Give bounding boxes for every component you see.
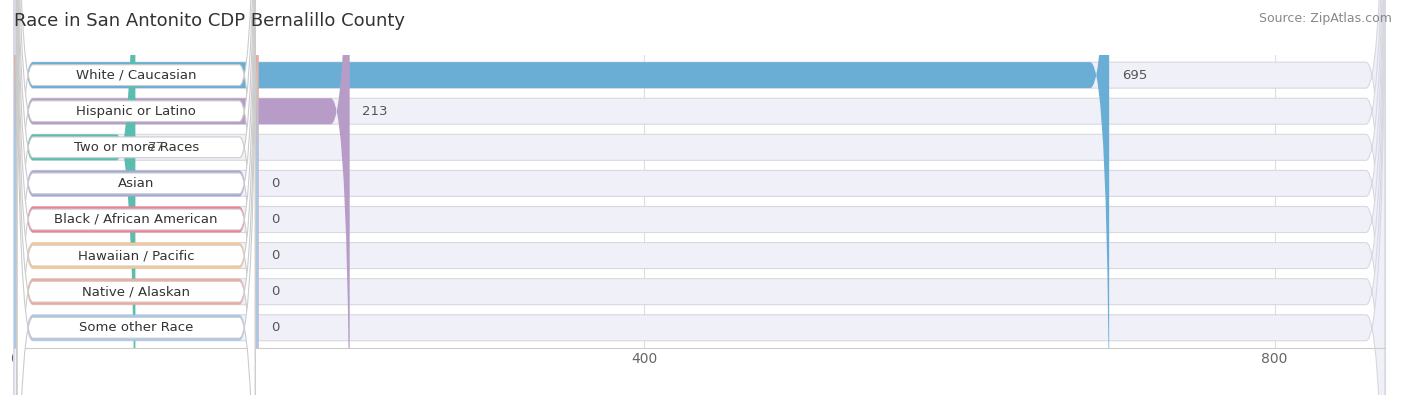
Text: Some other Race: Some other Race	[79, 321, 194, 334]
FancyBboxPatch shape	[14, 0, 1385, 395]
Text: 0: 0	[271, 321, 280, 334]
Text: 0: 0	[271, 213, 280, 226]
Text: Race in San Antonito CDP Bernalillo County: Race in San Antonito CDP Bernalillo Coun…	[14, 12, 405, 30]
FancyBboxPatch shape	[17, 0, 254, 395]
FancyBboxPatch shape	[14, 0, 1385, 395]
FancyBboxPatch shape	[14, 0, 1385, 395]
FancyBboxPatch shape	[14, 0, 1385, 395]
Text: Source: ZipAtlas.com: Source: ZipAtlas.com	[1258, 12, 1392, 25]
Text: Two or more Races: Two or more Races	[73, 141, 198, 154]
Text: 213: 213	[363, 105, 388, 118]
Text: Asian: Asian	[118, 177, 155, 190]
FancyBboxPatch shape	[14, 0, 259, 395]
FancyBboxPatch shape	[14, 0, 1385, 395]
Text: White / Caucasian: White / Caucasian	[76, 69, 197, 82]
FancyBboxPatch shape	[14, 0, 350, 395]
FancyBboxPatch shape	[14, 0, 259, 395]
FancyBboxPatch shape	[14, 0, 259, 395]
Text: 695: 695	[1122, 69, 1147, 82]
FancyBboxPatch shape	[14, 0, 259, 395]
FancyBboxPatch shape	[17, 0, 254, 395]
Text: Hawaiian / Pacific: Hawaiian / Pacific	[77, 249, 194, 262]
FancyBboxPatch shape	[14, 0, 259, 395]
FancyBboxPatch shape	[17, 0, 254, 395]
FancyBboxPatch shape	[17, 0, 254, 395]
FancyBboxPatch shape	[17, 0, 254, 395]
Text: Black / African American: Black / African American	[55, 213, 218, 226]
Text: Native / Alaskan: Native / Alaskan	[82, 285, 190, 298]
FancyBboxPatch shape	[17, 0, 254, 395]
Text: Hispanic or Latino: Hispanic or Latino	[76, 105, 195, 118]
Text: 0: 0	[271, 249, 280, 262]
FancyBboxPatch shape	[14, 0, 1385, 395]
FancyBboxPatch shape	[14, 0, 1385, 395]
FancyBboxPatch shape	[14, 0, 1385, 395]
Text: 77: 77	[148, 141, 165, 154]
FancyBboxPatch shape	[17, 0, 254, 395]
FancyBboxPatch shape	[14, 0, 135, 395]
FancyBboxPatch shape	[14, 0, 1109, 395]
Text: 0: 0	[271, 177, 280, 190]
FancyBboxPatch shape	[17, 0, 254, 395]
Text: 0: 0	[271, 285, 280, 298]
